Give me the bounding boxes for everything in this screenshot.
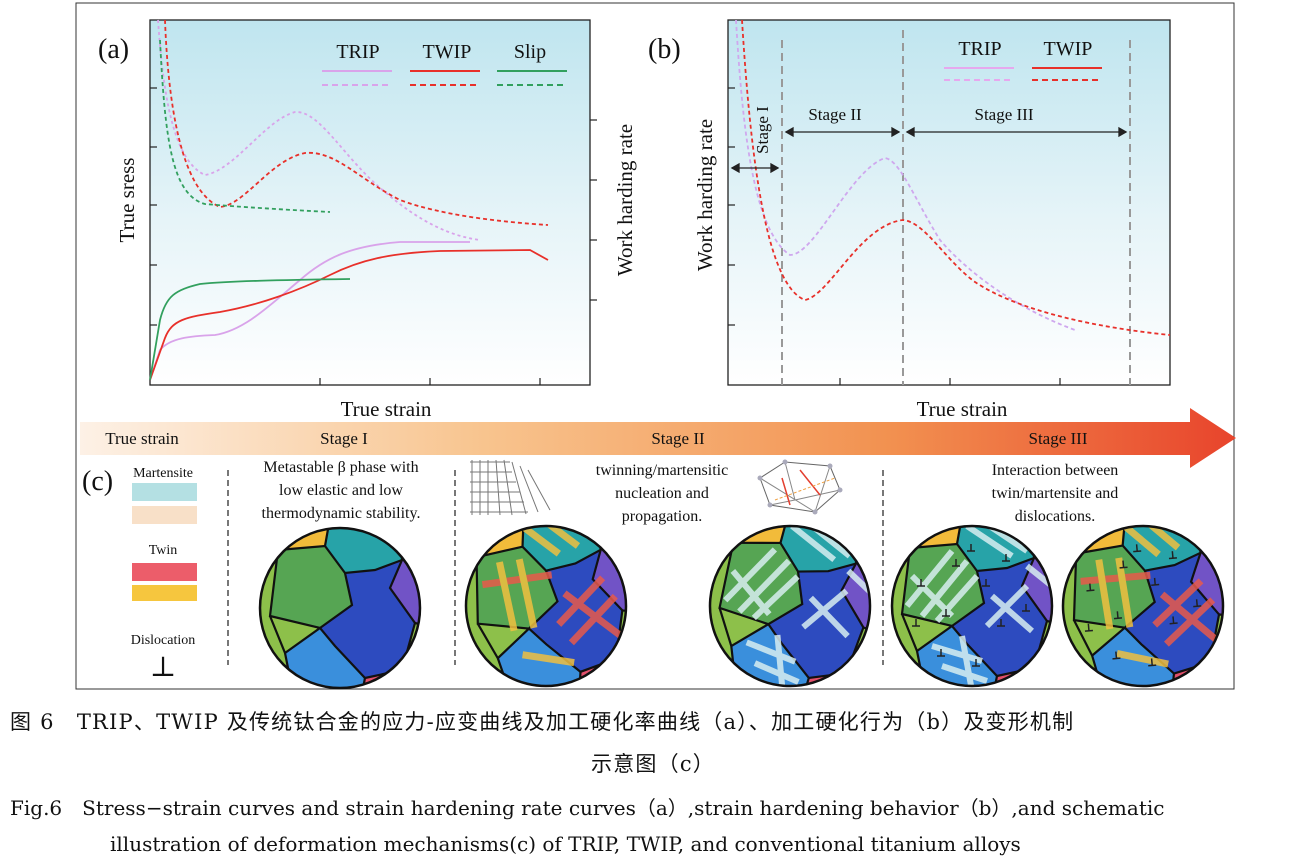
stage-arrows bbox=[730, 126, 1128, 174]
grain-circle-twin-dislocation bbox=[1056, 519, 1230, 693]
twin-lattice-sketch bbox=[470, 459, 551, 516]
stage-1-description: Metastable β phase with low elastic and … bbox=[262, 459, 421, 522]
panel-b-legend: TRIP TWIP bbox=[944, 38, 1102, 81]
panel-a-plot-area bbox=[149, 19, 591, 386]
panel-b: Stage I Stage II Stage III (b) Work hard… bbox=[648, 19, 1171, 421]
trip-hardening-rate-curve bbox=[735, 19, 1076, 331]
stage-2-label: Stage II bbox=[808, 105, 862, 124]
svg-text:dislocations.: dislocations. bbox=[1015, 508, 1095, 525]
panel-a-label: (a) bbox=[98, 34, 129, 65]
caption-zh-line-1: 图 6 TRIP、TWIP 及传统钛合金的应力-应变曲线及加工硬化率曲线（a）、… bbox=[10, 710, 1075, 734]
twin-swatch-yellow bbox=[132, 585, 197, 601]
panel-b-label: (b) bbox=[648, 34, 681, 65]
legend-trip: TRIP bbox=[336, 41, 379, 63]
panel-c: (c) Martensite Twin Dislocation ⊥ Metast… bbox=[82, 459, 1230, 697]
grain-circle-twinning bbox=[455, 515, 637, 697]
panel-b-ylabel: Work harding rate bbox=[693, 119, 717, 271]
legend-slip: Slip bbox=[514, 41, 546, 63]
panel-c-legend: Martensite Twin Dislocation ⊥ bbox=[131, 466, 197, 683]
dislocation-symbol: ⊥ bbox=[150, 652, 176, 683]
caption-en-line-1: Fig.6 Stress−strain curves and strain ha… bbox=[10, 796, 1165, 820]
svg-text:twin/martensite and: twin/martensite and bbox=[992, 485, 1119, 502]
svg-text:Interaction between: Interaction between bbox=[992, 462, 1119, 479]
panel-a-right-ylabel: Work harding rate bbox=[613, 124, 637, 276]
trip-stress-curve bbox=[149, 241, 470, 381]
stage-separators bbox=[227, 470, 884, 665]
figure: (a) True sress True strain TRIP TWIP Sli… bbox=[75, 2, 1236, 697]
grain-circle-martensite bbox=[703, 519, 877, 693]
stage-3-description: Interaction between twin/martensite and … bbox=[992, 462, 1119, 525]
svg-text:thermodynamic stability.: thermodynamic stability. bbox=[262, 505, 421, 522]
twip-hardening-rate-curve bbox=[741, 19, 1171, 336]
svg-text:Metastable β phase with: Metastable β phase with bbox=[263, 459, 418, 476]
stage-boundaries bbox=[781, 30, 1131, 385]
grain-circle-martensite-dislocation bbox=[890, 524, 1054, 688]
band-stage-3: Stage III bbox=[1028, 429, 1087, 448]
panel-b-xlabel: True strain bbox=[917, 397, 1008, 421]
twip-stress-curve bbox=[149, 249, 549, 381]
svg-text:low elastic and low: low elastic and low bbox=[279, 482, 403, 499]
caption-en-line-2: illustration of deformation mechanisms(c… bbox=[110, 832, 1021, 856]
legend-twin: Twin bbox=[149, 543, 178, 558]
stage-1-label: Stage I bbox=[753, 106, 772, 154]
band-stage-1: Stage I bbox=[320, 429, 368, 448]
twin-swatch-red bbox=[132, 563, 197, 581]
panel-a-ylabel: True sress bbox=[115, 158, 139, 243]
legend-twip: TWIP bbox=[1044, 38, 1093, 60]
band-label: True strain bbox=[105, 429, 179, 448]
twip-hardening-curve bbox=[164, 19, 549, 226]
slip-stress-curve bbox=[149, 278, 351, 381]
legend-dislocation: Dislocation bbox=[131, 633, 196, 648]
legend-trip: TRIP bbox=[958, 38, 1001, 60]
martensite-swatch-peach bbox=[132, 506, 197, 524]
trip-hardening-curve bbox=[157, 19, 481, 241]
legend-twip: TWIP bbox=[423, 41, 472, 63]
panel-a-ticks bbox=[150, 87, 597, 385]
panel-a: (a) True sress True strain TRIP TWIP Sli… bbox=[98, 19, 597, 421]
martensite-cell-sketch bbox=[757, 459, 843, 515]
martensite-swatch-blue bbox=[132, 483, 197, 501]
svg-text:propagation.: propagation. bbox=[622, 508, 702, 525]
grain-circle-stage-1 bbox=[258, 526, 422, 690]
caption-zh-line-2: 示意图（c） bbox=[591, 752, 715, 776]
panel-c-label: (c) bbox=[82, 466, 113, 497]
panel-a-xlabel: True strain bbox=[341, 397, 432, 421]
slip-hardening-curve bbox=[159, 39, 331, 213]
legend-martensite: Martensite bbox=[133, 466, 193, 481]
band-stage-2: Stage II bbox=[651, 429, 705, 448]
stage-3-label: Stage III bbox=[974, 105, 1033, 124]
stage-2-description: twinning/martensitic nucleation and prop… bbox=[596, 462, 728, 525]
svg-text:twinning/martensitic: twinning/martensitic bbox=[596, 462, 728, 479]
panel-b-plot-area bbox=[727, 19, 1171, 386]
svg-text:nucleation and: nucleation and bbox=[615, 485, 709, 502]
strain-arrow-band: True strain Stage I Stage II Stage III bbox=[80, 408, 1236, 468]
panel-a-legend: TRIP TWIP Slip bbox=[322, 41, 567, 86]
